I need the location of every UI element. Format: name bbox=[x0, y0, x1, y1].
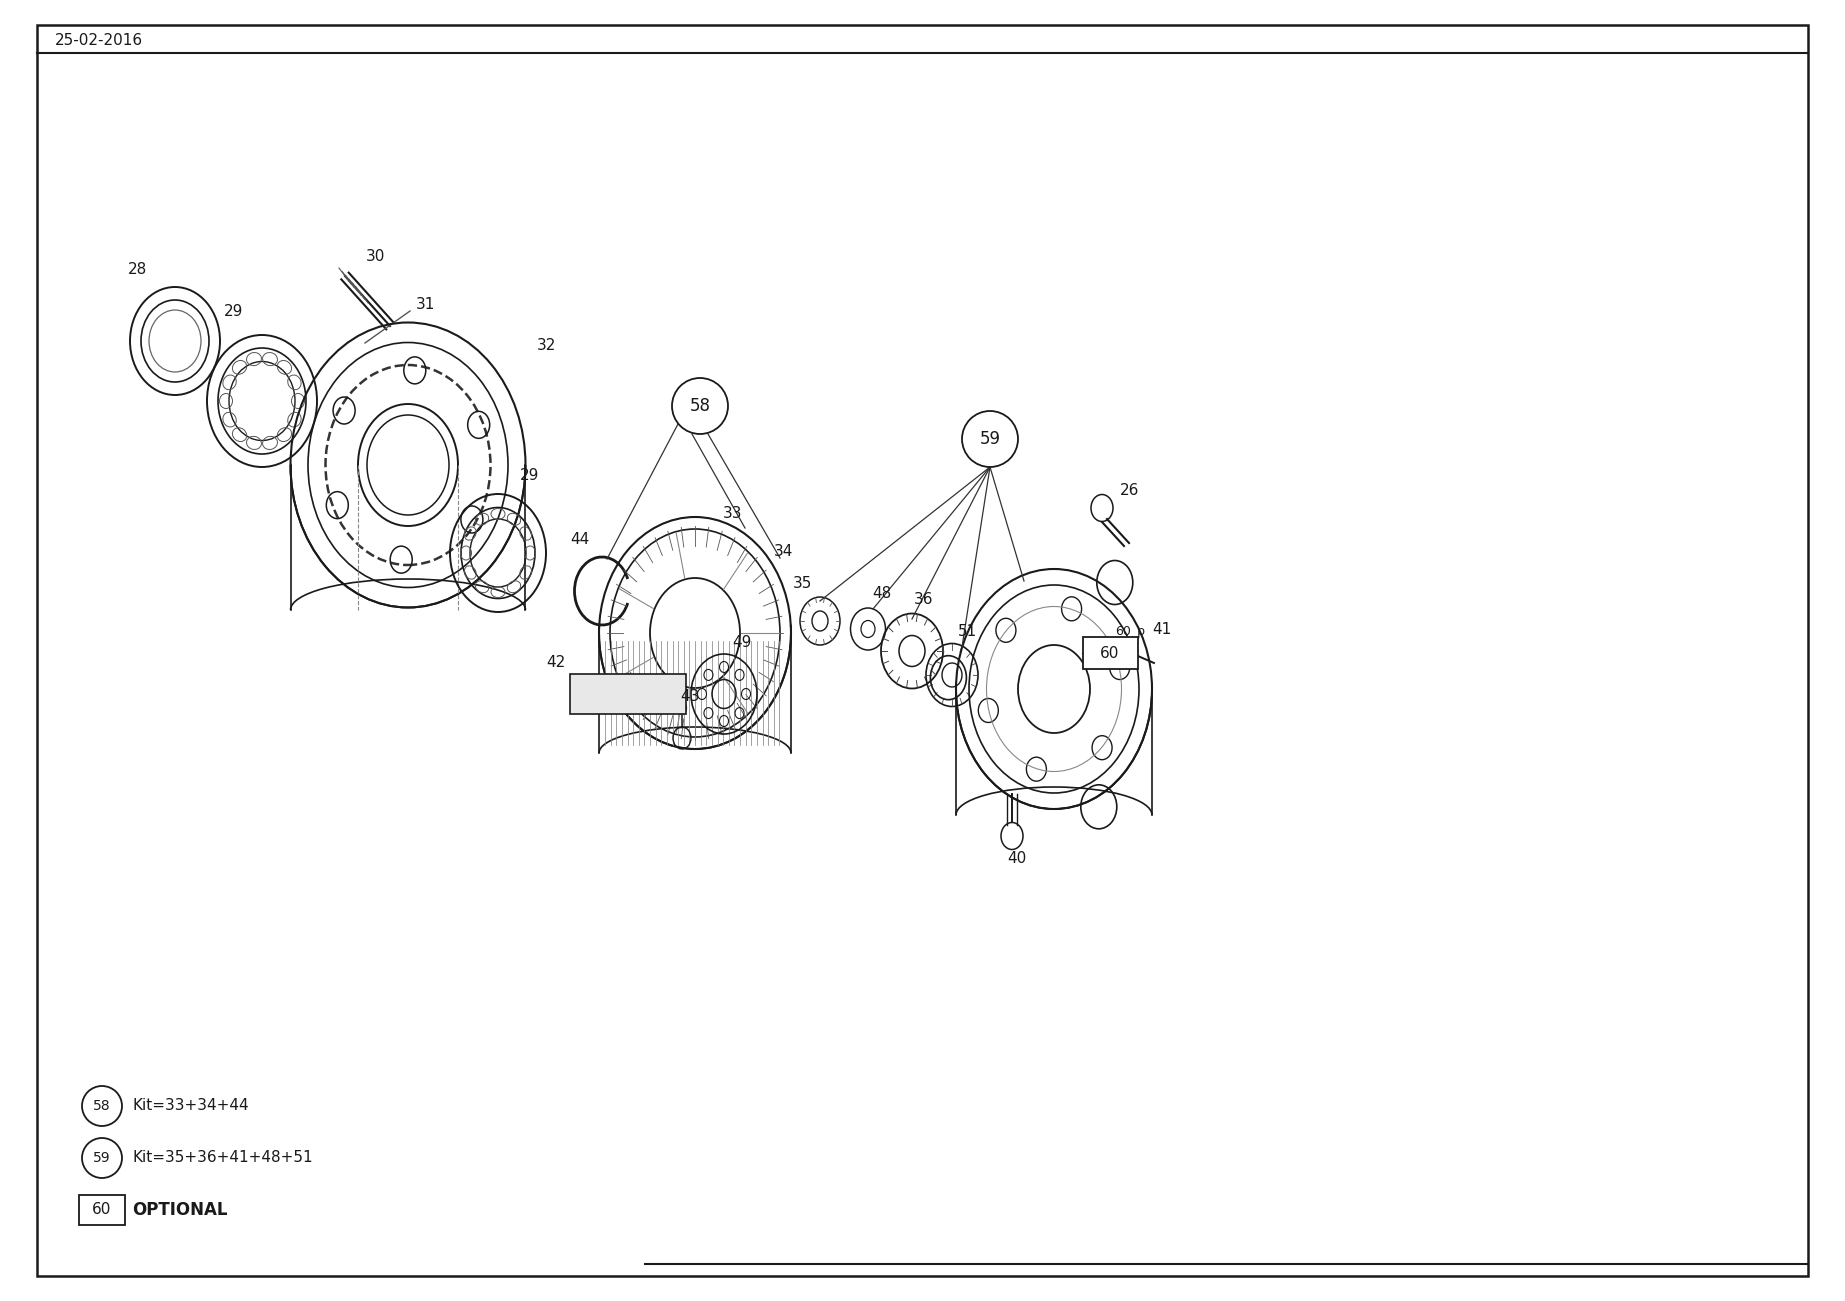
Text: 32: 32 bbox=[537, 337, 555, 353]
Text: 36: 36 bbox=[915, 592, 934, 606]
Circle shape bbox=[672, 379, 729, 435]
Circle shape bbox=[81, 1138, 122, 1177]
Text: 26: 26 bbox=[1120, 483, 1140, 497]
Text: 34: 34 bbox=[773, 544, 793, 558]
Text: 60: 60 bbox=[1100, 645, 1120, 661]
Circle shape bbox=[961, 411, 1018, 467]
Text: 60_p: 60_p bbox=[1114, 624, 1146, 637]
Text: 58: 58 bbox=[94, 1099, 111, 1112]
Text: 59: 59 bbox=[94, 1151, 111, 1164]
Text: OPTIONAL: OPTIONAL bbox=[133, 1201, 227, 1219]
Text: 44: 44 bbox=[570, 532, 590, 546]
Circle shape bbox=[81, 1086, 122, 1125]
Text: 28: 28 bbox=[127, 262, 146, 277]
Text: Kit=33+34+44: Kit=33+34+44 bbox=[133, 1098, 249, 1114]
Text: 60: 60 bbox=[92, 1202, 113, 1218]
Text: 59: 59 bbox=[980, 431, 1000, 448]
Text: 51: 51 bbox=[958, 623, 976, 639]
Text: 48: 48 bbox=[873, 585, 891, 601]
Text: 25-02-2016: 25-02-2016 bbox=[55, 33, 144, 48]
Text: 33: 33 bbox=[723, 506, 744, 520]
Text: 41: 41 bbox=[1153, 622, 1172, 636]
Text: 29: 29 bbox=[520, 467, 541, 483]
FancyBboxPatch shape bbox=[570, 674, 686, 714]
Text: 35: 35 bbox=[792, 575, 812, 591]
Text: Kit=35+36+41+48+51: Kit=35+36+41+48+51 bbox=[133, 1150, 312, 1166]
Text: 58: 58 bbox=[690, 397, 710, 415]
Text: 40: 40 bbox=[1007, 851, 1026, 865]
Text: 30: 30 bbox=[365, 248, 386, 264]
Text: 29: 29 bbox=[225, 303, 244, 319]
Text: 49: 49 bbox=[732, 635, 751, 649]
Text: 31: 31 bbox=[415, 297, 435, 311]
FancyBboxPatch shape bbox=[1083, 637, 1138, 669]
FancyBboxPatch shape bbox=[79, 1196, 125, 1226]
Text: 42: 42 bbox=[546, 654, 566, 670]
Text: 43: 43 bbox=[681, 688, 699, 704]
